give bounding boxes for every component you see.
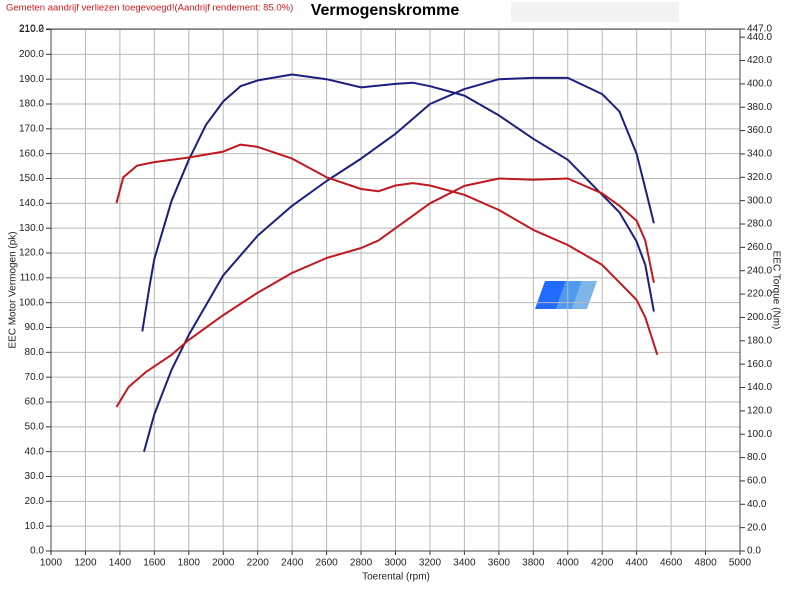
x-tick-label: 2000 [212, 558, 235, 569]
y-tick-label: 160.0 [19, 148, 44, 159]
x-tick-label: 3000 [384, 558, 407, 569]
y-tick-label: 170.0 [19, 123, 44, 134]
y-tick-label: 90.0 [25, 322, 45, 333]
y-tick-label: 100.0 [19, 297, 44, 308]
y-tick-label: 0.0 [30, 546, 44, 557]
y2-tick-label: 0.0 [747, 546, 761, 557]
y2-tick-label: 140.0 [747, 382, 772, 393]
y2-tick-label: 380.0 [747, 102, 772, 113]
y-tick-label: 140.0 [19, 198, 44, 209]
y2-tick-label: 240.0 [747, 265, 772, 276]
y-tick-label: 40.0 [25, 446, 45, 457]
y2-tick-label: 260.0 [747, 242, 772, 253]
y2-tick-label: 320.0 [747, 172, 772, 183]
x-tick-label: 1400 [109, 558, 132, 569]
x-tick-label: 3400 [453, 558, 476, 569]
y-tick-label: 200.0 [19, 49, 44, 60]
x-tick-label: 4200 [591, 558, 614, 569]
y-tick-label: 60.0 [25, 397, 45, 408]
plot-frame [50, 28, 741, 552]
y2-tick-label: 220.0 [747, 289, 772, 300]
y-tick-label: 80.0 [25, 347, 45, 358]
x-tick-label: 2600 [315, 558, 338, 569]
x-tick-label: 5000 [729, 558, 752, 569]
x-tick-label: 2200 [247, 558, 270, 569]
y-tick-label: 180.0 [19, 99, 44, 110]
series-line [115, 143, 659, 356]
y2-tick-label: 20.0 [747, 522, 767, 533]
y-tick-label: 30.0 [25, 471, 45, 482]
series-line [115, 177, 655, 408]
x-axis-label: Toerental (rpm) [362, 572, 430, 583]
x-tick-label: 2400 [281, 558, 304, 569]
y-tick-label: 50.0 [25, 421, 45, 432]
x-tick-label: 4000 [557, 558, 580, 569]
y-tick-label: 10.0 [25, 521, 45, 532]
chart-title: Vermogenskromme [311, 2, 460, 19]
y2-tick-label: 40.0 [747, 499, 767, 510]
y2-tick-label: 120.0 [747, 406, 772, 417]
x-tick-label: 4600 [660, 558, 683, 569]
y2-tick-label: 100.0 [747, 429, 772, 440]
y2-tick-label: 180.0 [747, 335, 772, 346]
y-tick-label: 70.0 [25, 372, 45, 383]
y-tick-label: 190.0 [19, 74, 44, 85]
y2-axis-label: EEC Torque (Nm) [770, 251, 781, 330]
series-line [141, 73, 655, 332]
x-tick-label: 4800 [694, 558, 717, 569]
y-tick-label: 130.0 [19, 223, 44, 234]
x-tick-label: 1000 [40, 558, 63, 569]
watermark-logo [535, 281, 597, 309]
y-tick-label: 110.0 [20, 272, 45, 283]
x-tick-label: 1200 [74, 558, 97, 569]
y2-tick-label: 420.0 [747, 55, 772, 66]
x-tick-label: 3200 [419, 558, 442, 569]
y2-tick-label: 160.0 [747, 359, 772, 370]
x-tick-label: 1800 [178, 558, 201, 569]
y-tick-label: 150.0 [19, 173, 44, 184]
chart-subtitle: Gemeten aandrijf verliezen toegevoegd!(A… [6, 3, 293, 14]
header-box [511, 2, 679, 22]
y2-tick-label: 447.0 [747, 24, 772, 35]
x-tick-label: 4400 [626, 558, 649, 569]
y2-tick-label: 200.0 [747, 312, 772, 323]
y2-tick-label: 400.0 [747, 79, 772, 90]
y-axis-label: EEC Motor Vermogen (pk) [8, 231, 19, 348]
y-tick-label: 210.0 [19, 24, 44, 35]
y2-tick-label: 300.0 [747, 195, 772, 206]
y2-tick-label: 280.0 [747, 219, 772, 230]
y2-tick-label: 360.0 [747, 125, 772, 136]
y-tick-label: 120.0 [19, 248, 44, 259]
y2-tick-label: 60.0 [747, 476, 767, 487]
y-tick-label: 210.2 [19, 24, 44, 35]
series-line [143, 76, 655, 452]
y2-tick-label: 80.0 [747, 452, 767, 463]
x-tick-label: 3800 [522, 558, 545, 569]
x-tick-label: 2800 [350, 558, 373, 569]
y2-tick-label: 340.0 [747, 149, 772, 160]
y-tick-label: 20.0 [25, 496, 45, 507]
y2-tick-label: 440.0 [747, 32, 772, 43]
x-tick-label: 1600 [143, 558, 166, 569]
x-tick-label: 3600 [488, 558, 511, 569]
